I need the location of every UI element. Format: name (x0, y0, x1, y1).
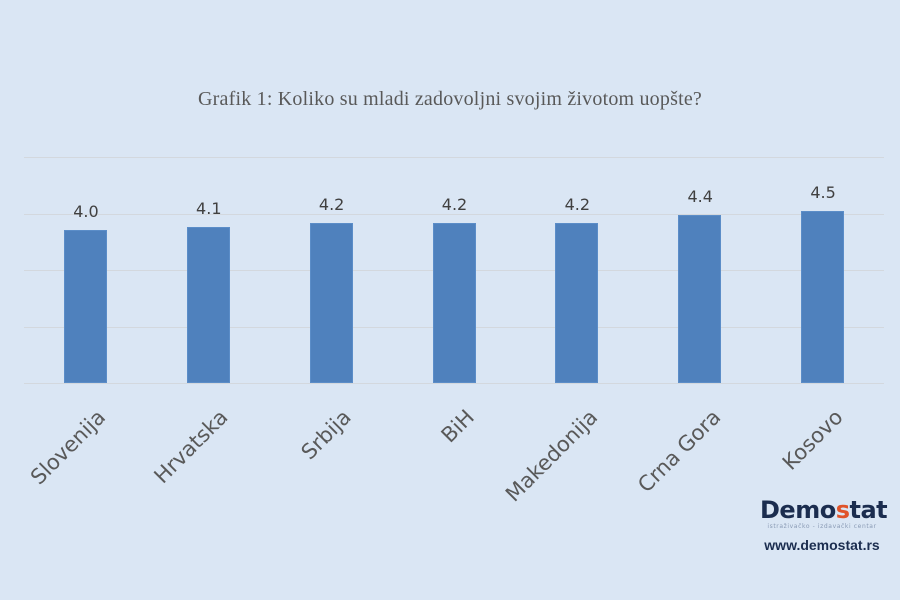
x-axis-label: Crna Gora (632, 405, 726, 498)
gridline (24, 157, 884, 158)
data-label: 4.2 (564, 195, 591, 214)
data-label: 4.2 (318, 195, 345, 214)
x-axis-label: Slovenija (26, 405, 111, 490)
data-label: 4.1 (196, 199, 222, 218)
x-axis-label: Hrvatska (149, 405, 233, 489)
data-label: 4.4 (687, 187, 713, 206)
chart-title: Grafik 1: Koliko su mladi zadovoljni svo… (198, 88, 702, 110)
logo-tagline: istraživačko - izdavački centar (767, 523, 877, 530)
x-axis-label: Makedonija (500, 405, 603, 507)
bar (309, 223, 353, 383)
bar (63, 230, 107, 383)
data-label: 4.0 (73, 202, 99, 221)
gridline (24, 213, 884, 215)
demostat-logo: Demostat istraživačko - izdavački centar… (760, 496, 888, 553)
logo-name: Demostat (760, 496, 888, 524)
gridline (24, 383, 884, 384)
bar (555, 223, 599, 383)
x-axis-label: BiH (436, 405, 480, 448)
bar (186, 227, 230, 383)
bar (432, 223, 476, 383)
data-label: 4.5 (810, 183, 836, 202)
x-axis-label: Kosovo (777, 405, 848, 475)
bar (801, 211, 845, 383)
logo-url: www.demostat.rs (764, 537, 880, 553)
bar (678, 215, 722, 383)
x-axis-label: Srbija (296, 405, 356, 465)
data-label: 4.2 (441, 195, 468, 214)
plot-area: 4.0 4.1 4.2 4.2 4.2 4.4 4.5 (24, 157, 884, 384)
